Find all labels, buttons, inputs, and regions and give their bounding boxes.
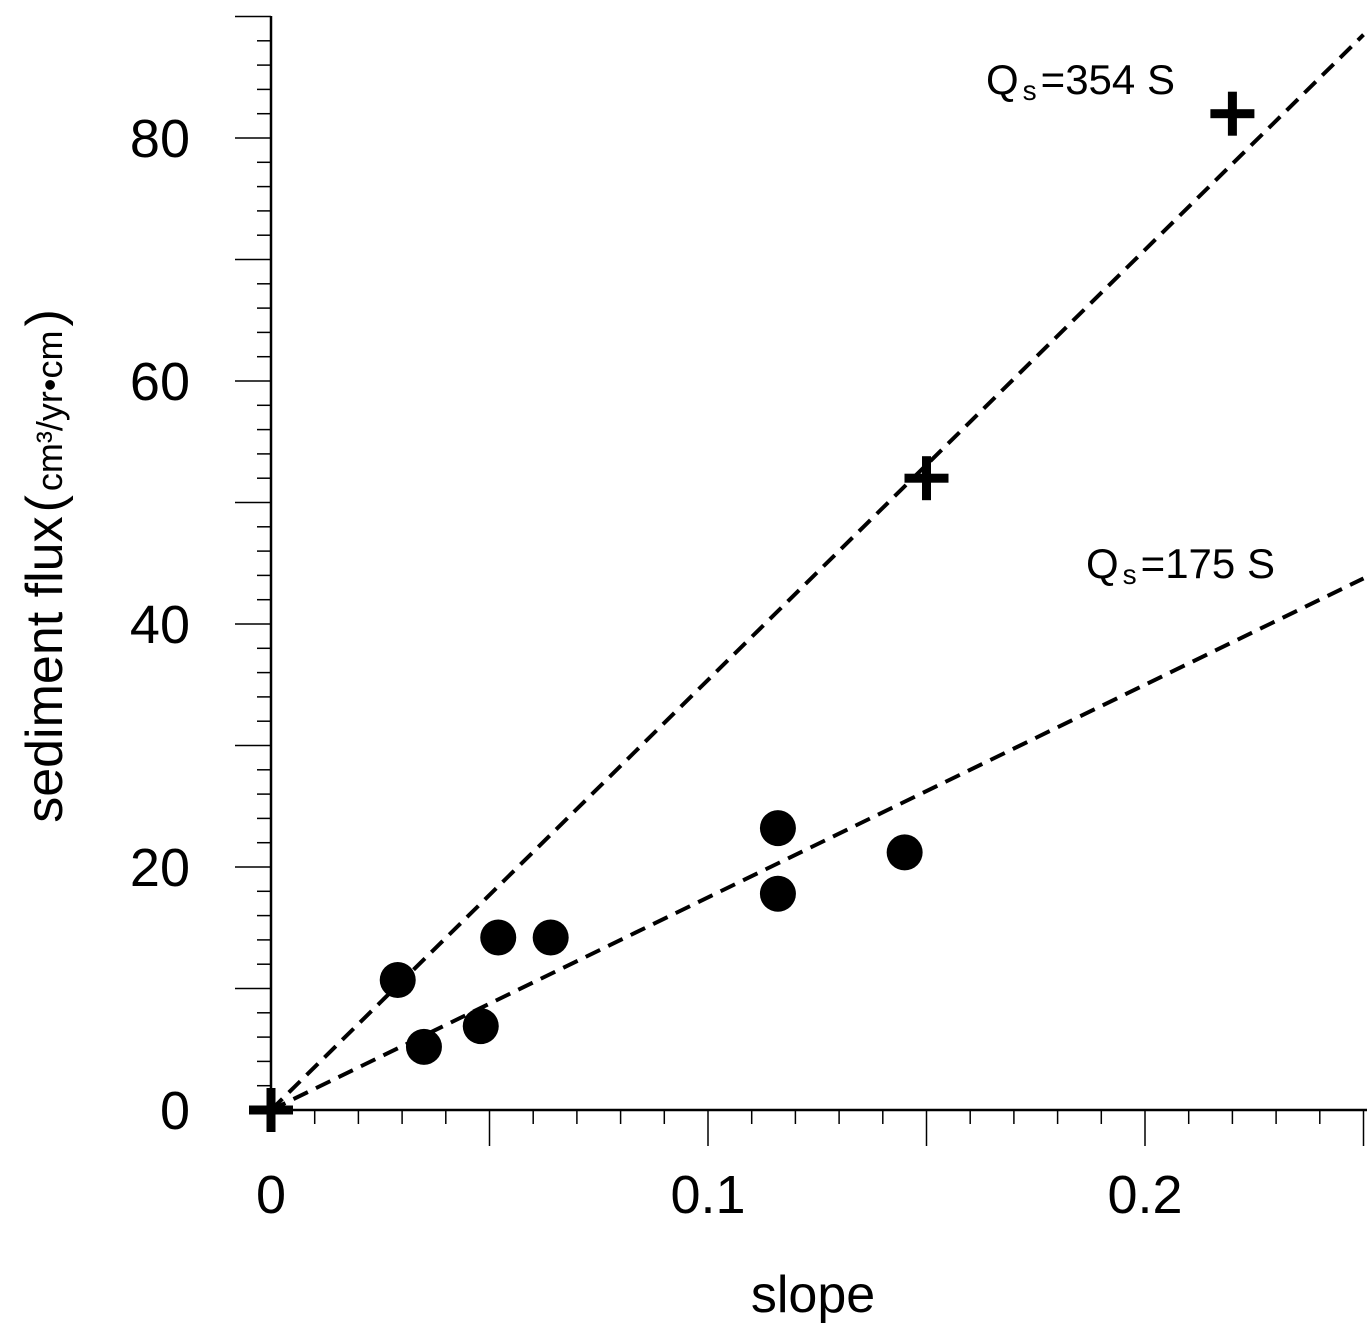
axes xyxy=(269,16,1367,1112)
fit-annotation-175: Q s =175 S xyxy=(1086,540,1275,590)
y-tick-label: 40 xyxy=(130,595,190,655)
data-point-circle xyxy=(379,961,416,998)
y-tick-label: 80 xyxy=(130,109,190,169)
x-axis-title: slope xyxy=(751,1266,875,1324)
data-point-circle xyxy=(480,919,517,956)
data-point-plus xyxy=(904,456,949,501)
plus-bar-vertical xyxy=(266,1088,276,1132)
y-tick-label: 0 xyxy=(160,1081,190,1141)
y-axis-title-text: sediment flux xyxy=(16,516,74,822)
x-tick-label: 0.2 xyxy=(1107,1165,1182,1225)
y-axis-title: sediment flux ( cm³/yr•cm ) xyxy=(16,309,74,823)
data-point-circle xyxy=(759,810,796,847)
x-tick-label: 0 xyxy=(256,1165,286,1225)
svg-text:sediment flux ( c: sediment flux ( cm³/yr•cm ) xyxy=(16,309,74,823)
data-point-circle xyxy=(462,1008,499,1045)
data-points xyxy=(249,91,1255,1132)
fit-line-354 xyxy=(269,33,1365,1112)
fit-line-175 xyxy=(270,576,1365,1112)
data-point-circle xyxy=(405,1028,442,1065)
fit-lines xyxy=(269,33,1365,1112)
y-tick-label: 60 xyxy=(130,352,190,412)
plus-bar-vertical xyxy=(1227,91,1237,136)
y-axis-units: cm³/yr•cm xyxy=(29,331,70,492)
tick-labels: 0 0.1 0.2 0 20 40 60 80 xyxy=(130,109,1183,1225)
fit-annotations: Q s =354 S Q s =175 S xyxy=(986,56,1275,590)
y-axis-units-close: ) xyxy=(16,309,74,326)
ticks xyxy=(235,15,1365,1146)
y-axis-units-open: ( xyxy=(16,494,74,512)
data-point-circle xyxy=(759,875,796,912)
data-point-circle xyxy=(532,919,569,956)
x-tick-label: 0.1 xyxy=(670,1165,745,1225)
data-point-plus xyxy=(1210,91,1255,136)
y-tick-label: 20 xyxy=(130,838,190,898)
plus-bar-vertical xyxy=(922,456,931,501)
data-point-plus xyxy=(249,1088,293,1132)
data-point-circle xyxy=(886,834,923,871)
fit-annotation-354: Q s =354 S xyxy=(986,56,1175,106)
